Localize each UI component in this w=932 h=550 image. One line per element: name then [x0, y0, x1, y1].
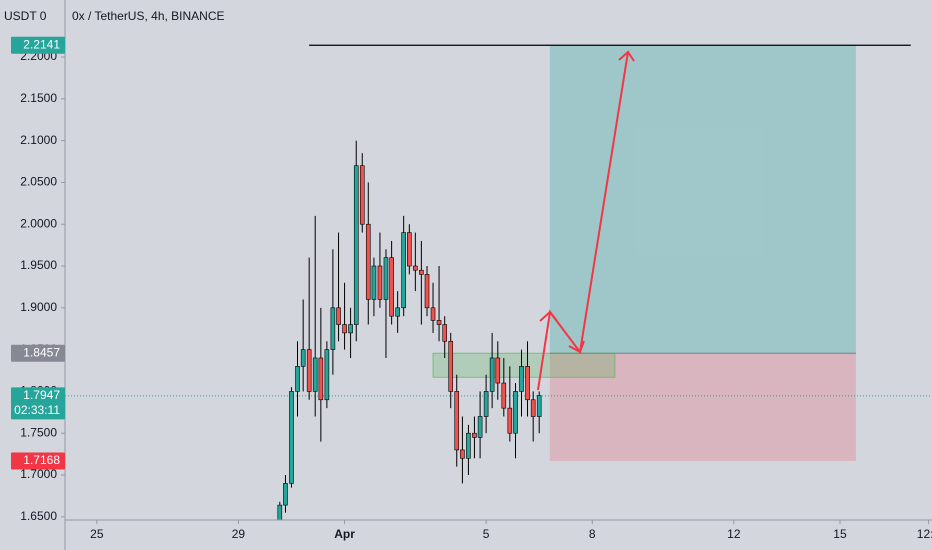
candle-body	[383, 257, 389, 300]
candle-body	[413, 265, 418, 271]
candle-body	[283, 483, 288, 506]
candle-body	[300, 349, 306, 367]
candle-body	[466, 432, 471, 459]
y-tick-label: 1.9500	[20, 258, 57, 272]
candle-body	[477, 416, 483, 438]
y-tick-label: 2.0000	[20, 216, 57, 230]
y-tick-label: 1.7500	[20, 425, 57, 439]
x-tick-label: 25	[90, 527, 104, 541]
price-badge-label: 1.7168	[23, 453, 60, 467]
candle-body	[442, 324, 448, 342]
candle-body	[501, 382, 507, 409]
candle-body	[389, 257, 394, 317]
candle-body	[330, 307, 336, 350]
candle-body	[489, 357, 495, 392]
price-badge-label: 2.2141	[23, 37, 60, 51]
candle-body	[495, 357, 501, 384]
candle-body	[460, 449, 465, 459]
candle-body	[513, 391, 518, 434]
x-tick-label: Apr	[334, 527, 355, 541]
candle-body	[324, 349, 330, 401]
arrow-drawing	[537, 50, 635, 391]
x-tick-label: 12	[727, 527, 741, 541]
arrowhead	[618, 50, 635, 62]
plot-area	[65, 44, 932, 520]
candle-body	[306, 349, 312, 392]
countdown-label: 02:33:11	[14, 403, 60, 417]
price-badge-label: 1.8457	[23, 345, 60, 359]
y-tick-label: 1.7000	[20, 467, 57, 481]
y-tick-label: 1.9000	[20, 300, 57, 314]
price-badge-label: 1.7947	[23, 388, 60, 402]
candle-body	[472, 432, 477, 438]
candle-body	[525, 366, 530, 401]
x-tick-label: 15	[833, 527, 847, 541]
candle-body	[312, 357, 318, 392]
candle-body	[359, 165, 365, 225]
x-tick-label: 12:0	[917, 527, 932, 541]
candle-body	[365, 223, 371, 300]
arrow-path	[537, 51, 629, 391]
x-tick-label: 8	[589, 527, 596, 541]
candle-body	[436, 320, 442, 325]
candle-body	[336, 307, 341, 325]
candle-body	[430, 307, 436, 321]
chart-title: 0x / TetherUS, 4h, BINANCE	[72, 9, 225, 23]
currency-label: USDT 0	[4, 9, 47, 23]
y-tick-label: 2.0500	[20, 175, 57, 189]
candle-body	[395, 307, 400, 317]
candle-body	[377, 265, 383, 300]
candle-body	[318, 357, 324, 401]
price-badge	[11, 387, 65, 420]
candle-body	[295, 366, 300, 392]
arrowhead	[539, 310, 558, 322]
candle-body	[289, 391, 294, 484]
candle-body	[483, 391, 489, 417]
price-badge	[11, 452, 65, 470]
candle-body	[342, 324, 347, 334]
candle-body	[401, 232, 406, 309]
candle-body	[353, 165, 359, 325]
candle-body	[519, 366, 524, 392]
y-tick-label: 2.1500	[20, 91, 57, 105]
target-zone	[549, 45, 856, 354]
arrowhead	[568, 340, 585, 354]
candle-body	[448, 340, 454, 392]
y-tick-label: 2.1000	[20, 133, 57, 147]
candle-body	[507, 407, 513, 434]
candle-body	[454, 391, 460, 451]
candle-body	[348, 324, 353, 334]
candle-body	[371, 265, 377, 300]
candle-body	[277, 504, 283, 520]
candle-body	[407, 232, 412, 267]
x-tick-label: 29	[232, 527, 246, 541]
supply-zone	[432, 352, 616, 378]
x-tick-label: 5	[483, 527, 490, 541]
candle-body	[424, 274, 430, 309]
candle-body	[536, 395, 542, 417]
y-tick-label: 1.6500	[20, 509, 57, 523]
stop-zone	[549, 353, 856, 461]
price-badge	[11, 344, 65, 362]
candle-body	[419, 269, 424, 275]
candle-body	[530, 399, 536, 417]
price-badge	[11, 36, 65, 54]
